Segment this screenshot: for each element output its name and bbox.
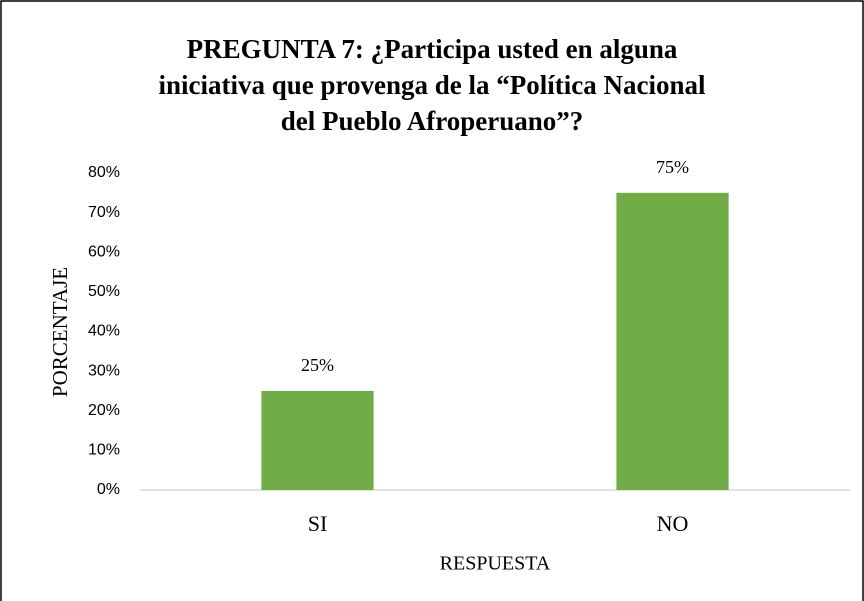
y-tick-label: 80% bbox=[88, 164, 120, 181]
y-tick-label: 20% bbox=[88, 402, 120, 419]
y-tick-label: 30% bbox=[88, 362, 120, 379]
y-tick-label: 10% bbox=[88, 442, 120, 459]
y-tick-label: 40% bbox=[88, 323, 120, 340]
chart-title: del Pueblo Afroperuano”? bbox=[281, 106, 584, 136]
chart-title: PREGUNTA 7: ¿Participa usted en alguna bbox=[187, 34, 678, 64]
x-tick-label: NO bbox=[657, 511, 689, 536]
y-tick-label: 60% bbox=[88, 243, 120, 260]
bar bbox=[616, 192, 729, 490]
bar bbox=[261, 390, 374, 490]
y-tick-label: 70% bbox=[88, 204, 120, 221]
x-tick-label: SI bbox=[308, 511, 328, 536]
data-label: 75% bbox=[656, 157, 689, 177]
y-tick-label: 50% bbox=[88, 283, 120, 300]
x-axis-title: RESPUESTA bbox=[440, 553, 551, 575]
y-tick-label: 0% bbox=[97, 481, 120, 498]
chart-title: iniciativa que provenga de la “Política … bbox=[158, 70, 705, 100]
y-axis-title: PORCENTAJE bbox=[48, 267, 72, 397]
data-label: 25% bbox=[301, 355, 334, 375]
